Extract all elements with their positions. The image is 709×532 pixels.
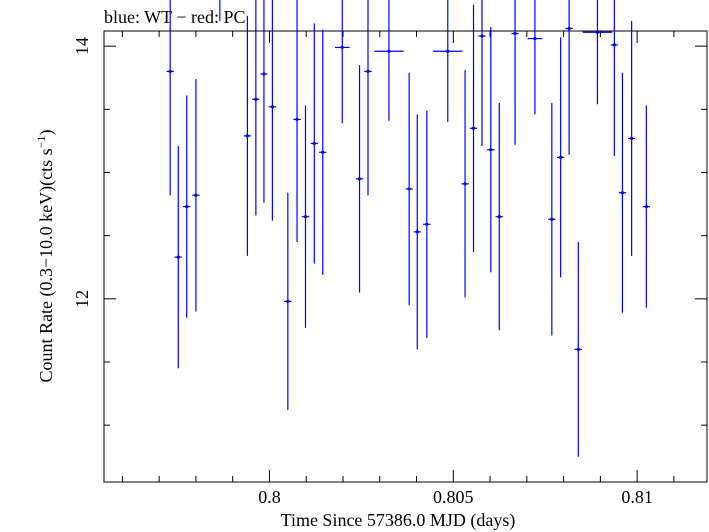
point-marker: [387, 49, 391, 53]
point-marker: [168, 69, 172, 74]
point-marker: [463, 182, 467, 186]
point-marker: [533, 36, 537, 41]
data-point: [319, 29, 327, 275]
point-marker: [176, 255, 180, 259]
data-point: [527, 0, 543, 115]
y-axis-label: Count Rate (0.3−10.0 keV)(cts s−1): [34, 130, 57, 383]
point-marker: [489, 148, 493, 152]
data-point: [301, 105, 310, 328]
point-marker: [245, 134, 249, 138]
data-point: [166, 0, 174, 196]
data-point: [423, 110, 431, 338]
data-point: [260, 0, 268, 203]
point-marker: [497, 215, 501, 219]
data-point: [469, 4, 478, 253]
y-axis-label-tail: ): [36, 130, 57, 136]
data-point: [243, 15, 252, 256]
data-point: [310, 23, 318, 264]
point-marker: [340, 45, 344, 50]
data-point: [495, 103, 503, 331]
point-marker: [612, 43, 616, 47]
data-point: [334, 0, 350, 124]
data-point: [574, 241, 582, 457]
data-point: [268, 0, 277, 221]
point-marker: [303, 215, 308, 219]
point-marker: [550, 217, 554, 221]
y-tick-label: 14: [72, 37, 92, 55]
point-marker: [567, 26, 571, 31]
data-point: [405, 72, 413, 306]
point-marker: [630, 136, 634, 140]
data-point: [252, 0, 260, 216]
point-marker: [270, 105, 274, 109]
data-point: [192, 79, 200, 312]
point-marker: [262, 72, 266, 76]
chart-title: blue: WT − red: PC: [104, 7, 245, 27]
point-marker: [312, 141, 316, 146]
data-point: [511, 0, 519, 145]
data-point: [556, 37, 565, 278]
point-marker: [357, 177, 362, 181]
data-point: [642, 105, 651, 308]
point-marker: [407, 187, 411, 191]
y-axis-label-sup: −1: [34, 136, 48, 149]
data-point: [355, 65, 364, 293]
point-marker: [415, 230, 419, 234]
data-point: [618, 72, 627, 313]
data-point: [582, 0, 613, 105]
point-marker: [321, 150, 325, 154]
y-axis-label-main: Count Rate (0.3−10.0 keV)(cts s: [36, 148, 57, 382]
data-point: [461, 70, 469, 298]
point-marker: [446, 49, 450, 53]
plot-frame: [103, 30, 708, 483]
x-axis-label: Time Since 57386.0 MJD (days): [281, 510, 516, 531]
point-marker: [254, 97, 258, 101]
point-marker: [295, 117, 299, 122]
data-point: [374, 0, 404, 121]
data-point: [174, 145, 182, 369]
point-marker: [559, 155, 563, 159]
point-marker: [595, 30, 600, 34]
data-point: [183, 95, 191, 318]
point-marker: [194, 193, 198, 197]
data-point: [487, 27, 495, 273]
data-point: [219, 0, 221, 21]
point-marker: [366, 69, 370, 74]
x-tick-label: 0.805: [433, 487, 474, 507]
point-marker: [471, 126, 476, 130]
data-point: [627, 20, 636, 256]
y-tick-label: 12: [72, 290, 92, 308]
data-point: [548, 103, 556, 336]
data-point: [565, 0, 573, 155]
point-marker: [513, 31, 517, 36]
point-marker: [286, 299, 290, 303]
data-point: [293, 0, 301, 242]
point-marker: [425, 222, 429, 226]
data-point: [364, 0, 372, 196]
point-marker: [620, 191, 625, 195]
point-marker: [480, 34, 484, 38]
data-points: [166, 0, 651, 457]
point-marker: [185, 204, 189, 209]
data-point: [478, 0, 486, 146]
x-tick-label: 0.8: [258, 487, 281, 507]
point-marker: [576, 347, 580, 351]
data-point: [433, 0, 463, 122]
x-tick-label: 0.81: [621, 487, 653, 507]
data-point: [610, 0, 619, 157]
data-point: [413, 114, 421, 350]
data-point: [284, 192, 292, 410]
axes: 0.8 0.805 0.81 12 14: [72, 31, 707, 507]
point-marker: [644, 204, 648, 209]
